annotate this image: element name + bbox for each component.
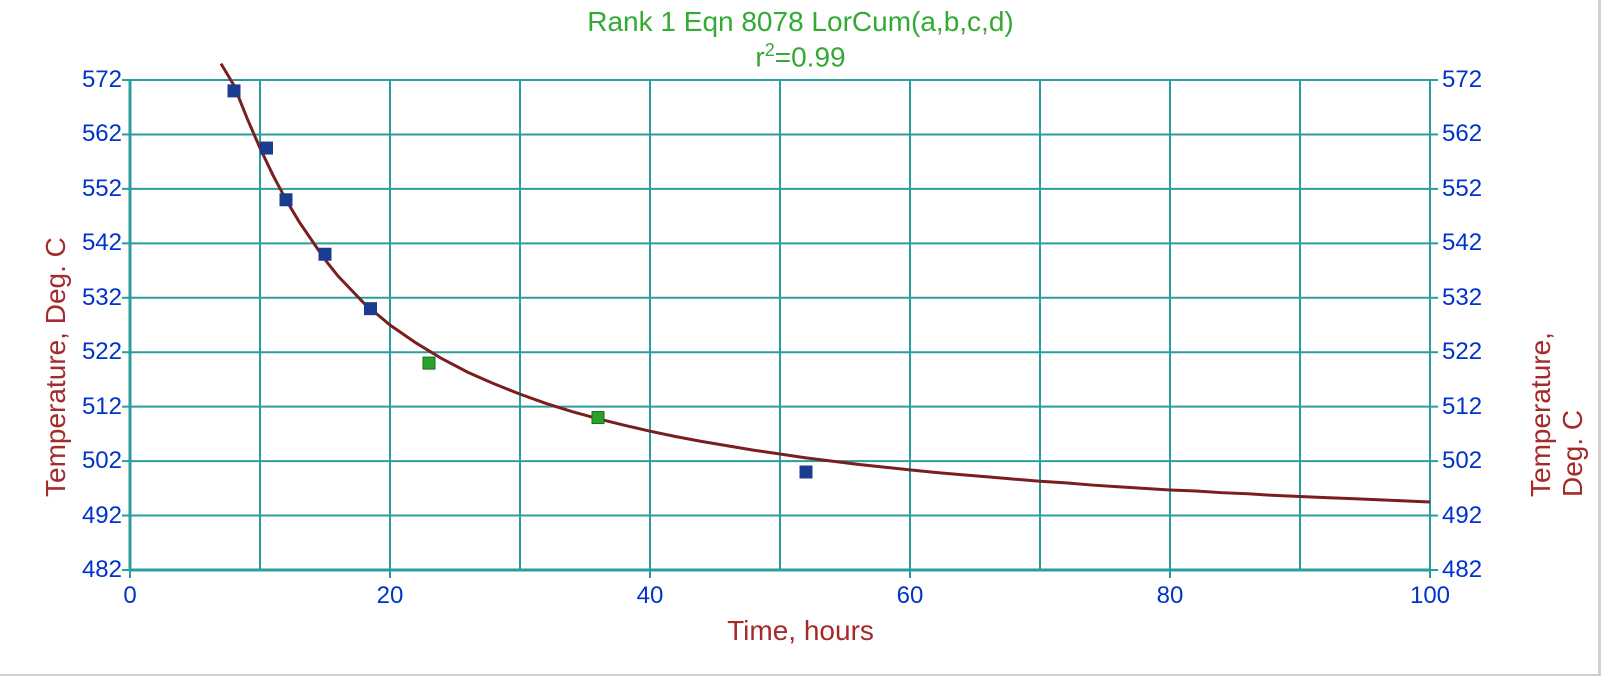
ytick-label-left: 552 <box>70 175 122 203</box>
ytick-label-left: 492 <box>70 502 122 530</box>
y-axis-label-right: Temperature, Deg. C <box>1525 332 1589 497</box>
data-marker <box>280 194 292 206</box>
r-label: r <box>755 41 764 72</box>
ytick-label-right: 572 <box>1442 66 1482 94</box>
ytick-label-right: 562 <box>1442 120 1482 148</box>
ytick-label-right: 522 <box>1442 338 1482 366</box>
data-marker <box>228 85 240 97</box>
ytick-label-right: 532 <box>1442 284 1482 312</box>
ytick-label-right: 512 <box>1442 393 1482 421</box>
ytick-label-left: 502 <box>70 447 122 475</box>
ytick-label-left: 522 <box>70 338 122 366</box>
chart-title-line2: r2=0.99 <box>0 40 1601 73</box>
r-value: =0.99 <box>775 41 846 72</box>
ytick-label-right: 492 <box>1442 502 1482 530</box>
ytick-label-left: 562 <box>70 120 122 148</box>
ytick-label-right: 502 <box>1442 447 1482 475</box>
xtick-label: 40 <box>637 582 664 610</box>
xtick-label: 60 <box>897 582 924 610</box>
data-marker <box>365 303 377 315</box>
chart-container: Rank 1 Eqn 8078 LorCum(a,b,c,d) r2=0.99 … <box>0 0 1601 676</box>
ytick-label-right: 542 <box>1442 229 1482 257</box>
ytick-label-right: 482 <box>1442 556 1482 584</box>
ytick-label-left: 532 <box>70 284 122 312</box>
data-marker <box>261 142 273 154</box>
ytick-label-left: 482 <box>70 556 122 584</box>
ytick-label-right: 552 <box>1442 175 1482 203</box>
xtick-label: 100 <box>1410 582 1450 610</box>
data-marker <box>800 466 812 478</box>
xtick-label: 0 <box>123 582 136 610</box>
data-marker <box>423 357 435 369</box>
ytick-label-left: 512 <box>70 393 122 421</box>
xtick-label: 80 <box>1157 582 1184 610</box>
plot-svg <box>130 80 1430 570</box>
ytick-label-left: 572 <box>70 66 122 94</box>
r-sup: 2 <box>765 40 775 60</box>
chart-title-line1: Rank 1 Eqn 8078 LorCum(a,b,c,d) <box>0 6 1601 38</box>
x-axis-label: Time, hours <box>0 615 1601 647</box>
xtick-label: 20 <box>377 582 404 610</box>
y-axis-label-left: Temperature, Deg. C <box>40 237 72 497</box>
ytick-label-left: 542 <box>70 229 122 257</box>
data-marker <box>592 412 604 424</box>
data-marker <box>319 248 331 260</box>
